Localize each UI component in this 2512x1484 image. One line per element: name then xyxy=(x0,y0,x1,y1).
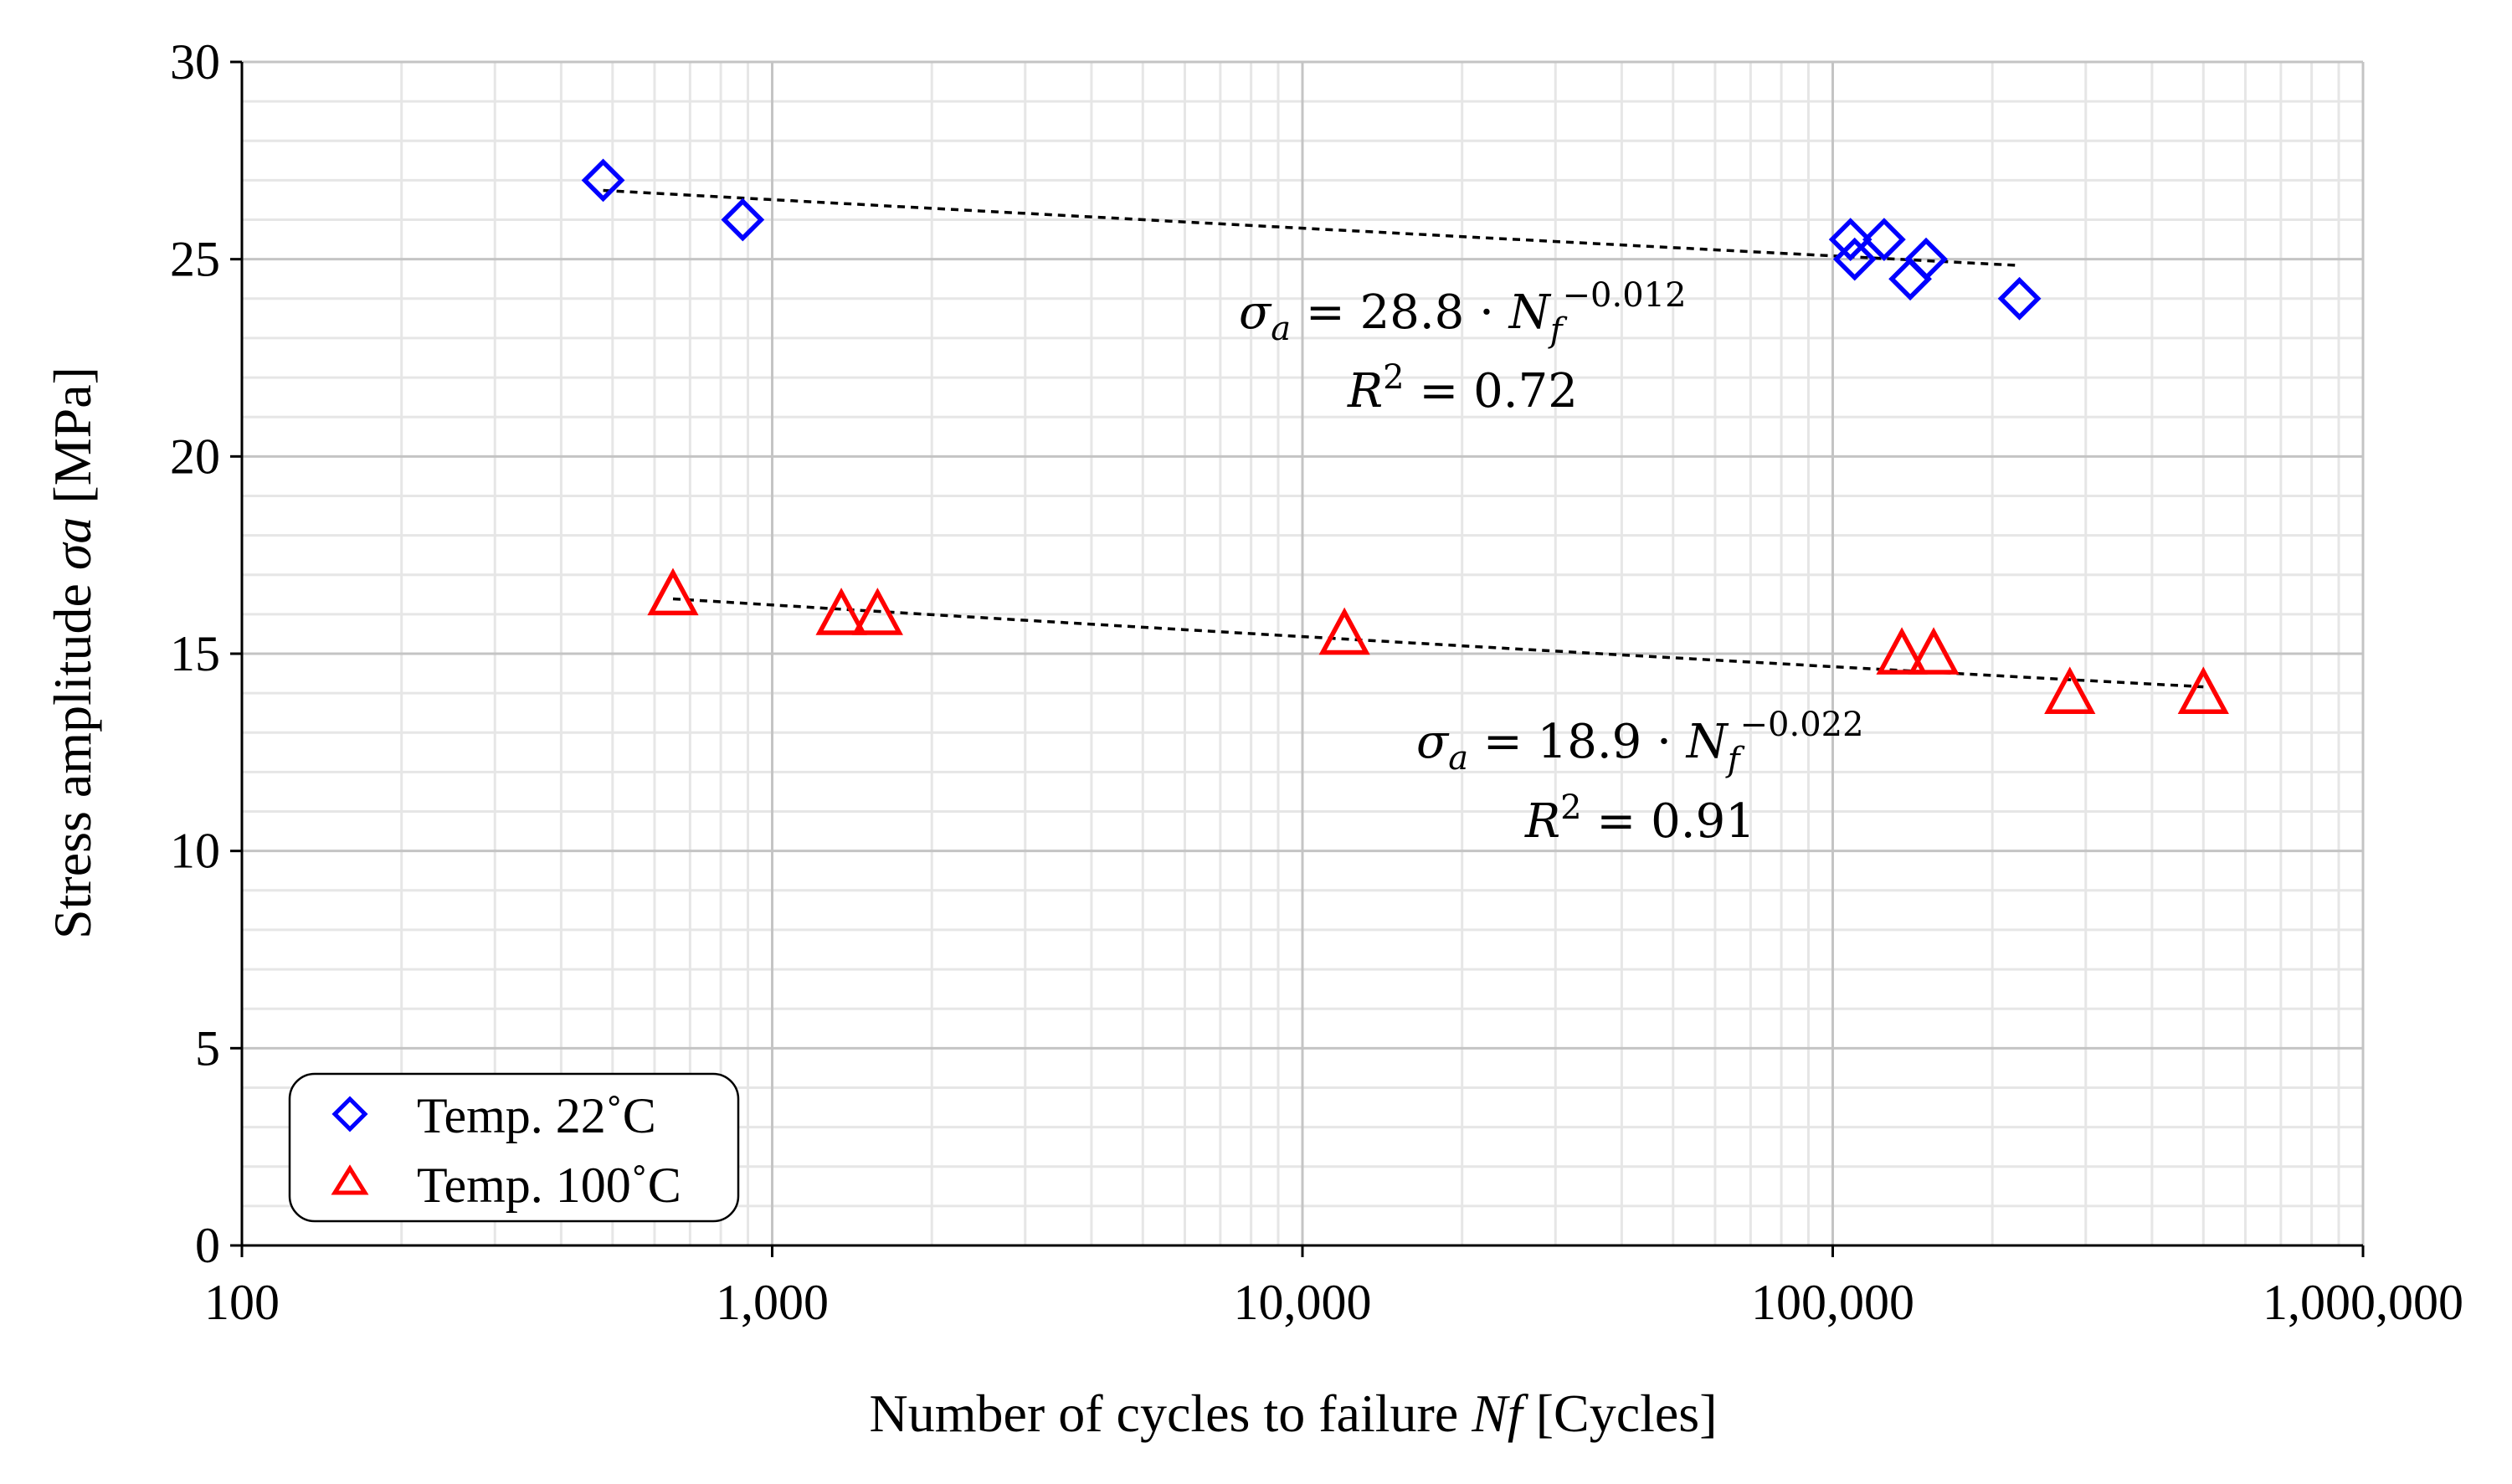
r-squared-22c: R2 = 0.72 xyxy=(1347,358,1578,418)
legend-item-22c: Temp. 22˚C xyxy=(331,1088,656,1143)
legend-box xyxy=(288,1072,740,1223)
legend-item-100c: Temp. 100˚C xyxy=(331,1158,681,1213)
data-points xyxy=(581,158,2229,714)
data-point-triangle xyxy=(1876,627,1928,675)
data-point-triangle xyxy=(851,588,903,635)
r-squared-100c: R2 = 0.91 xyxy=(1524,788,1755,849)
trendlines xyxy=(603,188,2204,689)
y-tick-label: 0 xyxy=(195,1218,220,1273)
legend-label-100c: Temp. 100˚C xyxy=(417,1158,681,1213)
trendline-series-0 xyxy=(603,188,2020,267)
legend: Temp. 22˚C Temp. 100˚C xyxy=(288,1072,740,1223)
data-point-diamond xyxy=(1832,237,1877,281)
y-tick-label: 20 xyxy=(170,429,220,484)
x-tick-label: 1,000 xyxy=(716,1275,829,1330)
data-point-triangle xyxy=(815,588,867,635)
y-axis-title: Stress amplitude σa [MPa] xyxy=(43,367,102,939)
y-tick-label: 25 xyxy=(170,232,220,287)
data-point-triangle xyxy=(2044,666,2096,714)
data-point-diamond xyxy=(1862,218,1906,261)
y-tick-label: 5 xyxy=(195,1020,220,1076)
axes xyxy=(230,60,2365,1257)
x-axis-title: Number of cycles to failure Nf [Cycles] xyxy=(870,1384,1718,1443)
equation-100c: σa = 18.9 · Nf−0.022 xyxy=(1416,706,1864,779)
data-point-diamond xyxy=(581,158,625,203)
data-point-triangle xyxy=(1908,627,1960,675)
legend-triangle-marker xyxy=(331,1164,369,1195)
data-point-triangle xyxy=(1318,607,1370,655)
x-tick-label: 100 xyxy=(204,1275,280,1330)
trendline-series-1 xyxy=(672,597,2204,689)
data-point-diamond xyxy=(1888,257,1932,301)
y-tick-label: 15 xyxy=(170,626,220,681)
legend-label-22c: Temp. 22˚C xyxy=(417,1088,656,1143)
y-tick-label: 10 xyxy=(170,824,220,879)
x-tick-label: 10,000 xyxy=(1234,1275,1372,1330)
x-tick-label: 100,000 xyxy=(1751,1275,1914,1330)
equation-22c: σa = 28.8 · Nf−0.012 xyxy=(1239,276,1687,350)
data-point-triangle xyxy=(2177,666,2229,714)
y-tick-label: 30 xyxy=(170,34,220,90)
data-point-diamond xyxy=(1997,276,2042,321)
data-point-diamond xyxy=(1828,218,1872,261)
tick-labels: 0 5 10 15 20 25 30 100 1,000 10,000 100,000 1,000,0… xyxy=(170,34,2463,1330)
x-tick-label: 1,000,000 xyxy=(2263,1275,2463,1330)
legend-diamond-marker xyxy=(331,1096,368,1132)
data-point-triangle xyxy=(647,567,699,616)
data-point-diamond xyxy=(721,198,765,242)
data-point-diamond xyxy=(1904,237,1948,281)
